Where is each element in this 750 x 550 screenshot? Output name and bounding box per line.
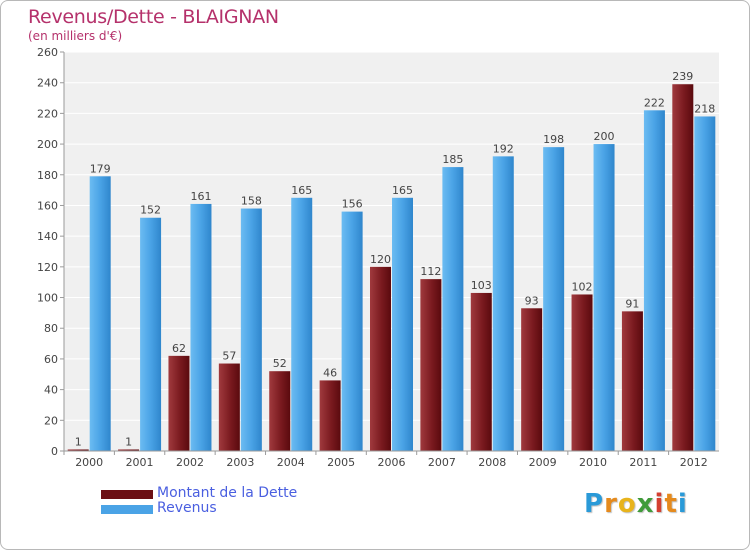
- data-label-dette-2012: 239: [672, 70, 693, 83]
- x-tick-label: 2005: [327, 456, 355, 469]
- bar-dette-2011: [621, 311, 643, 451]
- data-label-revenus-2004: 165: [291, 184, 312, 197]
- x-tick-label: 2002: [176, 456, 204, 469]
- bar-dette-2012: [672, 84, 694, 451]
- legend-swatch-revenus: [101, 505, 153, 514]
- bar-revenus-2006: [392, 197, 413, 451]
- y-tick-label: 200: [37, 138, 58, 151]
- y-tick-label: 140: [37, 230, 58, 243]
- bar-dette-2010: [571, 294, 593, 451]
- y-tick-label: 80: [44, 322, 58, 335]
- data-label-revenus-2005: 156: [342, 198, 363, 211]
- data-label-dette-2009: 93: [525, 294, 539, 307]
- x-tick-label: 2006: [378, 456, 406, 469]
- x-tick-label: 2012: [680, 456, 708, 469]
- proxiti-logo: Proxiti: [584, 489, 688, 519]
- bar-dette-2006: [370, 266, 391, 451]
- y-tick-label: 260: [37, 46, 58, 59]
- data-label-dette-2007: 112: [420, 265, 441, 278]
- y-tick-label: 160: [37, 199, 58, 212]
- bar-dette-2007: [420, 279, 442, 451]
- bar-revenus-2005: [341, 211, 363, 451]
- data-label-dette-2010: 102: [572, 280, 593, 293]
- bar-revenus-2004: [291, 197, 313, 451]
- x-tick-label: 2001: [126, 456, 154, 469]
- data-label-dette-2008: 103: [471, 279, 492, 292]
- x-tick-label: 2004: [277, 456, 305, 469]
- data-label-revenus-2008: 192: [493, 142, 514, 155]
- x-tick-label: 2009: [529, 456, 557, 469]
- chart-title: Revenus/Dette - BLAIGNAN: [28, 6, 279, 28]
- y-tick-label: 120: [37, 261, 58, 274]
- y-tick-label: 60: [44, 353, 58, 366]
- data-label-dette-2011: 91: [625, 297, 639, 310]
- data-label-dette-2005: 46: [323, 366, 337, 379]
- data-label-revenus-2000: 179: [90, 162, 111, 175]
- bar-revenus-2009: [543, 147, 565, 451]
- bar-dette-2000: [67, 449, 89, 451]
- bar-revenus-2012: [694, 116, 716, 451]
- bar-dette-2004: [269, 371, 291, 451]
- x-tick-label: 2007: [428, 456, 456, 469]
- bar-dette-2001: [118, 449, 140, 451]
- chart-subtitle: (en milliers d'€): [28, 29, 123, 43]
- bar-dette-2008: [470, 292, 492, 451]
- bar-dette-2005: [319, 380, 341, 451]
- bar-revenus-2011: [643, 110, 665, 452]
- bar-dette-2009: [521, 308, 543, 451]
- data-label-revenus-2010: 200: [594, 130, 615, 143]
- legend-label-dette: Montant de la Dette: [157, 485, 298, 501]
- y-tick-label: 0: [51, 445, 58, 458]
- bar-revenus-2001: [140, 217, 162, 451]
- y-tick-label: 100: [37, 292, 58, 305]
- data-label-dette-2004: 52: [273, 357, 287, 370]
- bar-revenus-2008: [492, 156, 514, 451]
- y-tick-label: 40: [44, 384, 58, 397]
- legend-swatch-dette: [101, 490, 153, 499]
- data-label-dette-2006: 120: [370, 253, 391, 266]
- x-tick-label: 2000: [75, 456, 103, 469]
- bar-revenus-2010: [593, 144, 615, 452]
- bar-dette-2002: [168, 355, 190, 451]
- x-tick-label: 2010: [579, 456, 607, 469]
- bar-revenus-2000: [89, 176, 111, 452]
- data-label-revenus-2001: 152: [140, 204, 161, 217]
- plot-area: [64, 52, 719, 451]
- data-label-revenus-2002: 161: [190, 190, 211, 203]
- bar-dette-2003: [218, 363, 240, 451]
- data-label-dette-2002: 62: [172, 342, 186, 355]
- data-label-revenus-2006: 165: [392, 184, 413, 197]
- x-tick-label: 2003: [226, 456, 254, 469]
- y-tick-label: 20: [44, 414, 58, 427]
- data-label-dette-2000: 1: [75, 435, 82, 448]
- bar-revenus-2007: [442, 167, 464, 451]
- data-label-revenus-2009: 198: [543, 133, 564, 146]
- bar-revenus-2002: [190, 203, 212, 451]
- data-label-dette-2003: 57: [222, 350, 236, 363]
- data-label-revenus-2007: 185: [442, 153, 463, 166]
- bar-revenus-2003: [240, 208, 262, 451]
- x-tick-label: 2008: [478, 456, 506, 469]
- y-tick-label: 220: [37, 107, 58, 120]
- data-label-revenus-2012: 218: [694, 102, 715, 115]
- y-tick-label: 180: [37, 169, 58, 182]
- legend-label-revenus: Revenus: [157, 500, 217, 516]
- data-label-revenus-2003: 158: [241, 195, 262, 208]
- data-label-dette-2001: 1: [125, 435, 132, 448]
- data-label-revenus-2011: 222: [644, 96, 665, 109]
- x-tick-label: 2011: [629, 456, 657, 469]
- y-tick-label: 240: [37, 77, 58, 90]
